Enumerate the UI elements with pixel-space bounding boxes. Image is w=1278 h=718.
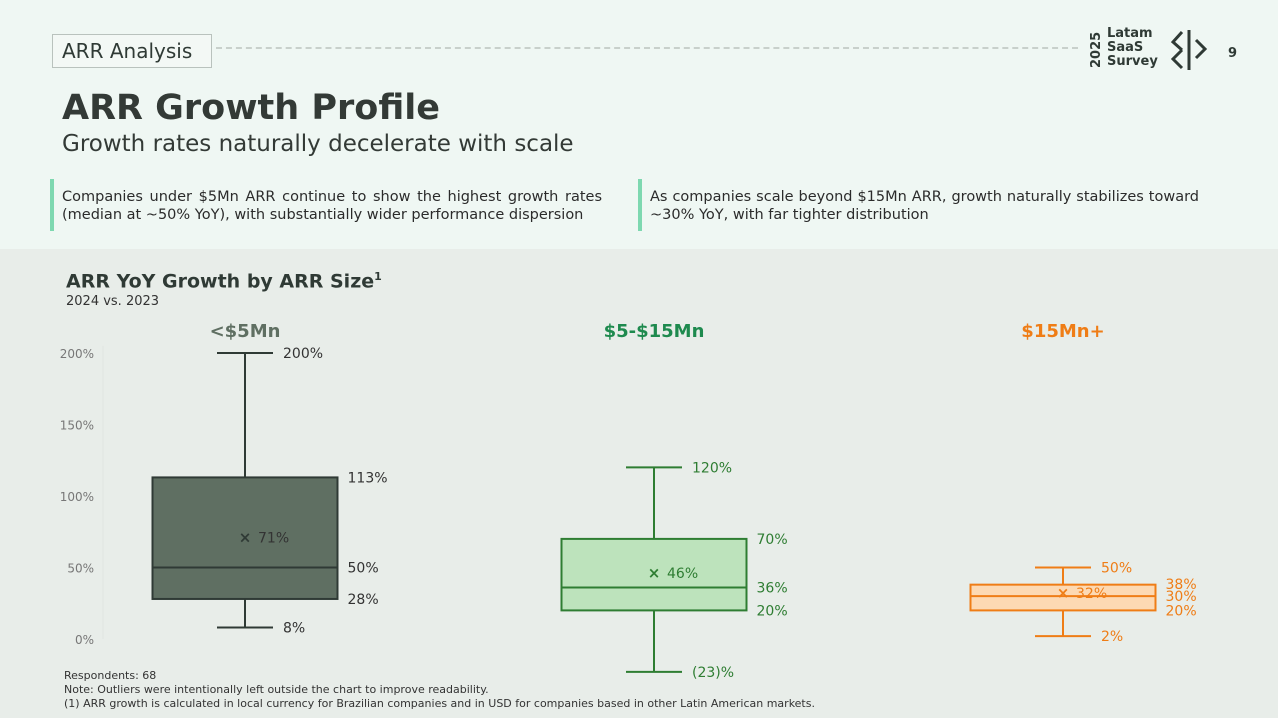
y-tick-label: 200%: [60, 347, 94, 361]
q1-label: 20%: [757, 603, 788, 619]
q1-label: 20%: [1166, 603, 1197, 619]
iqr-box: [969, 583, 1157, 612]
iqr-box: [151, 476, 339, 600]
median-label: 30%: [1166, 589, 1197, 605]
mean-marker: ×: [1057, 584, 1070, 602]
chart-title-footnote: 1: [374, 270, 382, 283]
mean-label: 32%: [1076, 586, 1107, 602]
median-label: 36%: [757, 581, 788, 597]
section-label: ARR Analysis: [52, 34, 212, 68]
y-tick-label: 0%: [75, 633, 94, 647]
mean-label: 71%: [258, 530, 289, 546]
callout-left: Companies under $5Mn ARR continue to sho…: [50, 179, 602, 231]
brand-year: 2025: [1089, 32, 1104, 68]
footnote-respondents: Respondents: 68: [64, 669, 157, 682]
max-label: 120%: [692, 460, 732, 476]
y-tick-label: 100%: [60, 490, 94, 504]
chart-title-text: ARR YoY Growth by ARR Size: [66, 270, 375, 293]
page-number: 9: [1228, 46, 1238, 61]
brand-line-2: SaaS: [1107, 40, 1144, 55]
mean-label: 46%: [667, 566, 698, 582]
chart-title: ARR YoY Growth by ARR Size1: [66, 270, 382, 292]
header-rule: [216, 47, 1078, 49]
min-label: (23)%: [692, 665, 734, 681]
page-subtitle: Growth rates naturally decelerate with s…: [62, 131, 574, 157]
series-label: $5-$15Mn: [604, 321, 705, 342]
min-label: 2%: [1101, 629, 1123, 645]
mean-marker: ×: [239, 528, 252, 546]
q3-label: 70%: [757, 532, 788, 548]
footnote-note: Note: Outliers were intentionally left o…: [64, 683, 489, 696]
brand-line-3: Survey: [1107, 54, 1158, 69]
q3-label: 38%: [1166, 577, 1197, 593]
callout-right: As companies scale beyond $15Mn ARR, gro…: [638, 179, 1199, 231]
series-label: <$5Mn: [210, 321, 281, 342]
q1-label: 28%: [348, 592, 379, 608]
mean-marker: ×: [648, 564, 661, 582]
median-label: 50%: [348, 561, 379, 577]
max-label: 200%: [283, 346, 323, 362]
brand-wordmark: Latam SaaS Survey: [1107, 27, 1158, 69]
brand-logo-icon: [1170, 30, 1208, 70]
q3-label: 113%: [348, 470, 388, 486]
max-label: 50%: [1101, 561, 1132, 577]
brand-line-1: Latam: [1107, 26, 1153, 41]
series-label: $15Mn+: [1021, 321, 1104, 342]
chart-subtitle: 2024 vs. 2023: [66, 294, 160, 309]
iqr-box: [560, 537, 748, 612]
min-label: 8%: [283, 621, 305, 637]
y-tick-label: 50%: [67, 562, 94, 576]
brand-year-text: 2025: [1089, 32, 1104, 68]
page-title: ARR Growth Profile: [62, 88, 441, 128]
footnotes: Respondents: 68 Note: Outliers were inte…: [64, 669, 815, 711]
y-tick-label: 150%: [60, 419, 94, 433]
footnote-1: (1) ARR growth is calculated in local cu…: [64, 697, 815, 710]
